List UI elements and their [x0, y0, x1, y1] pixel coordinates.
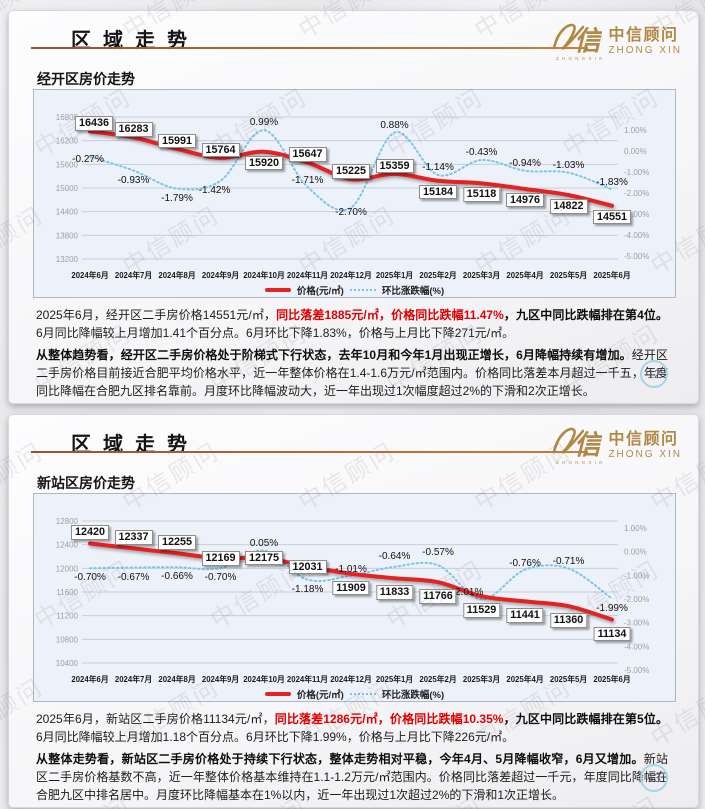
svg-text:2025年3月: 2025年3月	[463, 674, 500, 684]
chart-legend: 价格(元/㎡) 环比涨跌幅(%)	[34, 687, 675, 701]
svg-text:2024年12月: 2024年12月	[330, 270, 372, 280]
svg-text:2024年6月: 2024年6月	[71, 674, 108, 684]
logo-name-cn: 中信顾问	[608, 26, 679, 44]
summary-paragraph: 2025年6月，经开区二手房价格14551元/㎡，同比落差1885元/㎡，价格同…	[36, 308, 668, 340]
svg-text:10400: 10400	[56, 659, 79, 668]
svg-text:2024年11月: 2024年11月	[287, 270, 328, 280]
svg-text:-2.00%: -2.00%	[624, 189, 649, 198]
header-divider	[31, 47, 588, 49]
svg-text:2024年9月: 2024年9月	[202, 270, 239, 280]
slide-panel-1: 区域走势 信 Z H O N G X I N 中信顾问 ZHONG XIN 经开…	[8, 10, 699, 404]
page-number-badge: 13	[640, 764, 668, 792]
section-title: 区域走势	[71, 30, 199, 52]
svg-text:12000: 12000	[56, 564, 79, 573]
svg-text:2025年1月: 2025年1月	[376, 270, 413, 280]
price-trend-chart: 12800 12400 12000 11600 11200 10800 10400 1.00%…	[33, 493, 676, 702]
svg-text:1.00%: 1.00%	[624, 126, 647, 135]
company-logo: 信 Z H O N G X I N 中信顾问 ZHONG XIN	[548, 422, 682, 468]
svg-text:-5.00%: -5.00%	[624, 252, 649, 261]
svg-text:0.00%: 0.00%	[624, 548, 647, 557]
trend-analysis-paragraph: 从整体趋势看，经开区二手房价格处于阶梯式下行状态，去年10月和今年1月出现正增长…	[36, 348, 668, 398]
svg-text:信: 信	[574, 430, 602, 460]
svg-text:11200: 11200	[56, 612, 78, 621]
svg-text:Z H O N G X I N: Z H O N G X I N	[556, 460, 602, 465]
logo-name-cn: 中信顾问	[608, 430, 679, 448]
chart-title: 新站区房价走势	[37, 475, 135, 491]
svg-text:信: 信	[574, 26, 602, 56]
svg-text:2025年4月: 2025年4月	[506, 674, 543, 684]
svg-text:10800: 10800	[56, 635, 79, 644]
logo-emblem-icon: 信 Z H O N G X I N	[553, 427, 602, 465]
svg-text:2025年3月: 2025年3月	[463, 270, 500, 280]
svg-text:2024年8月: 2024年8月	[158, 674, 195, 684]
svg-text:12400: 12400	[56, 541, 79, 550]
svg-text:-4.00%: -4.00%	[624, 231, 649, 240]
svg-text:-4.00%: -4.00%	[624, 642, 649, 651]
svg-text:2024年12月: 2024年12月	[330, 674, 372, 684]
svg-text:2024年11月: 2024年11月	[287, 674, 328, 684]
svg-text:2025年6月: 2025年6月	[593, 270, 630, 280]
svg-text:16800: 16800	[56, 113, 79, 122]
svg-text:2024年6月: 2024年6月	[71, 270, 108, 280]
summary-paragraph: 2025年6月，新站区二手房价格11134元/㎡，同比落差1286元/㎡，价格同…	[36, 712, 668, 744]
svg-text:2025年2月: 2025年2月	[419, 270, 456, 280]
svg-text:-5.00%: -5.00%	[624, 666, 649, 675]
svg-text:2024年10月: 2024年10月	[243, 674, 285, 684]
section-title: 区域走势	[71, 434, 199, 456]
company-logo: 信 Z H O N G X I N 中信顾问 ZHONG XIN	[548, 18, 682, 64]
svg-text:-2.00%: -2.00%	[624, 595, 649, 604]
svg-text:-1.00%: -1.00%	[624, 168, 649, 177]
chart-legend: 价格(元/㎡) 环比涨跌幅(%)	[34, 283, 675, 297]
svg-text:2025年2月: 2025年2月	[419, 674, 456, 684]
trend-analysis-paragraph: 从整体走势看，新站区二手房价格处于持续下行状态，整体走势相对平稳，今年4月、5月…	[36, 752, 668, 802]
svg-text:15000: 15000	[56, 184, 79, 193]
svg-text:2025年6月: 2025年6月	[593, 674, 630, 684]
svg-text:2025年5月: 2025年5月	[550, 674, 587, 684]
svg-text:2025年5月: 2025年5月	[550, 270, 587, 280]
header-divider	[31, 451, 588, 453]
price-trend-chart: 16800 16200 15600 15000 14400 13800 13200 1.00%…	[33, 89, 676, 298]
svg-text:2024年7月: 2024年7月	[115, 270, 152, 280]
svg-text:-1.00%: -1.00%	[624, 571, 649, 580]
svg-text:12800: 12800	[56, 517, 79, 526]
logo-emblem-icon: 信 Z H O N G X I N	[553, 23, 602, 61]
svg-text:2024年9月: 2024年9月	[202, 674, 239, 684]
svg-text:15600: 15600	[56, 160, 79, 169]
svg-text:2024年8月: 2024年8月	[158, 270, 195, 280]
svg-text:-3.00%: -3.00%	[624, 619, 649, 628]
svg-text:14400: 14400	[56, 208, 79, 217]
svg-text:16200: 16200	[56, 137, 79, 146]
chart-title: 经开区房价走势	[37, 71, 135, 87]
page-number-badge: 12	[640, 360, 668, 388]
svg-text:0.00%: 0.00%	[624, 147, 647, 156]
svg-text:11600: 11600	[56, 588, 78, 597]
svg-text:13800: 13800	[56, 231, 79, 240]
logo-name-en: ZHONG XIN	[608, 448, 682, 460]
svg-text:2025年1月: 2025年1月	[376, 674, 413, 684]
svg-text:1.00%: 1.00%	[624, 524, 647, 533]
svg-text:2024年7月: 2024年7月	[115, 674, 152, 684]
svg-text:13200: 13200	[56, 255, 79, 264]
logo-name-en: ZHONG XIN	[608, 44, 682, 56]
slide-panel-2: 区域走势 信 Z H O N G X I N 中信顾问 ZHONG XIN 新站…	[8, 414, 699, 808]
svg-text:-3.00%: -3.00%	[624, 210, 649, 219]
svg-text:2025年4月: 2025年4月	[506, 270, 543, 280]
svg-text:2024年10月: 2024年10月	[243, 270, 285, 280]
svg-text:Z H O N G X I N: Z H O N G X I N	[556, 56, 602, 61]
